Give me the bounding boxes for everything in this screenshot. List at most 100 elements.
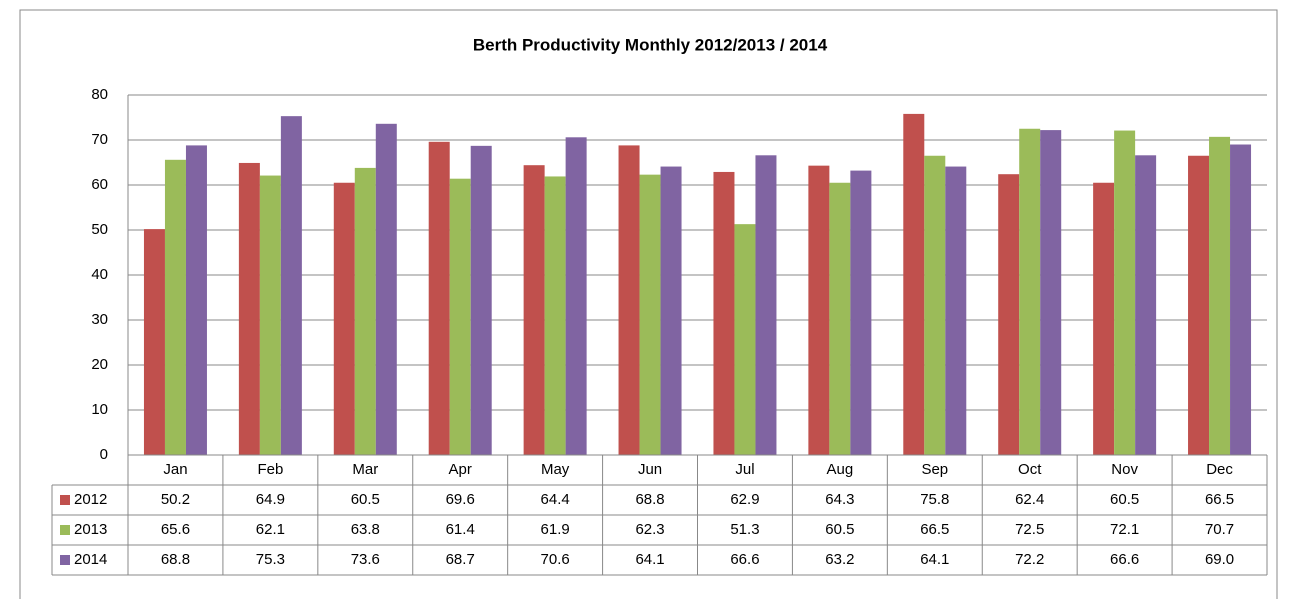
table-cell: 64.1 [920, 551, 949, 568]
x-tick-label: Dec [1206, 461, 1233, 478]
table-cell: 62.1 [256, 521, 285, 538]
table-cell: 60.5 [825, 521, 854, 538]
bar [1019, 128, 1041, 455]
table-cell: 64.4 [541, 491, 570, 508]
table-cell: 64.1 [635, 551, 664, 568]
legend-label: 2012 [74, 491, 107, 508]
table-cell: 75.8 [920, 491, 949, 508]
bar [755, 155, 777, 456]
bar [639, 174, 661, 455]
bar [1188, 155, 1210, 455]
table-cell: 69.0 [1205, 551, 1234, 568]
x-tick-label: Jun [638, 461, 662, 478]
x-tick-label: Nov [1111, 461, 1138, 478]
bar [808, 165, 830, 455]
bar [449, 178, 471, 455]
bar [1093, 182, 1115, 455]
bar [470, 145, 492, 455]
table-cell: 60.5 [1110, 491, 1139, 508]
bar [259, 175, 281, 456]
bar [238, 162, 260, 455]
table-cell: 62.3 [635, 521, 664, 538]
legend-key [60, 495, 70, 505]
bar [1209, 136, 1231, 455]
y-tick-label: 40 [91, 266, 108, 283]
table-cell: 66.5 [920, 521, 949, 538]
table-cell: 50.2 [161, 491, 190, 508]
table-cell: 60.5 [351, 491, 380, 508]
y-tick-label: 10 [91, 401, 108, 418]
table-cell: 61.4 [446, 521, 475, 538]
bar [164, 159, 186, 456]
x-tick-label: Mar [352, 461, 378, 478]
y-tick-label: 70 [91, 131, 108, 148]
table-cell: 70.6 [541, 551, 570, 568]
bar [829, 182, 851, 455]
bar [280, 116, 302, 456]
bar [1230, 144, 1252, 455]
bar [1040, 130, 1062, 455]
x-tick-label: Apr [449, 461, 472, 478]
bar [945, 166, 967, 456]
bar [924, 155, 946, 455]
table-cell: 72.2 [1015, 551, 1044, 568]
y-tick-label: 20 [91, 356, 108, 373]
legend-label: 2014 [74, 551, 107, 568]
table-cell: 65.6 [161, 521, 190, 538]
x-tick-label: Sep [921, 461, 948, 478]
legend-key [60, 525, 70, 535]
table-cell: 64.3 [825, 491, 854, 508]
table-cell: 72.5 [1015, 521, 1044, 538]
bar [185, 145, 207, 455]
bar [713, 171, 735, 455]
legend-label: 2013 [74, 521, 107, 538]
y-tick-label: 0 [100, 446, 108, 463]
bar [903, 113, 925, 456]
bar [143, 229, 165, 455]
table-cell: 66.5 [1205, 491, 1234, 508]
bar [850, 170, 872, 455]
y-tick-label: 30 [91, 311, 108, 328]
table-cell: 63.8 [351, 521, 380, 538]
bar [354, 167, 376, 455]
x-tick-label: May [541, 461, 570, 478]
x-tick-label: Oct [1018, 461, 1042, 478]
bar [998, 174, 1020, 455]
bar [660, 166, 682, 456]
x-tick-label: Jul [735, 461, 754, 478]
bar [565, 137, 587, 456]
y-tick-label: 80 [91, 86, 108, 103]
y-tick-label: 60 [91, 176, 108, 193]
table-cell: 63.2 [825, 551, 854, 568]
table-cell: 66.6 [1110, 551, 1139, 568]
table-cell: 73.6 [351, 551, 380, 568]
table-cell: 72.1 [1110, 521, 1139, 538]
bar [1135, 155, 1157, 456]
x-tick-label: Jan [163, 461, 187, 478]
table-cell: 69.6 [446, 491, 475, 508]
bar [523, 165, 545, 455]
table-cell: 68.7 [446, 551, 475, 568]
table-cell: 61.9 [541, 521, 570, 538]
bar [1114, 130, 1136, 456]
table-cell: 66.6 [730, 551, 759, 568]
legend-key [60, 555, 70, 565]
bar [428, 141, 450, 456]
bar [333, 182, 355, 455]
bar [734, 224, 756, 455]
chart-title: Berth Productivity Monthly 2012/2013 / 2… [473, 35, 828, 54]
table-cell: 51.3 [730, 521, 759, 538]
table-cell: 62.4 [1015, 491, 1044, 508]
bar [544, 176, 566, 455]
y-tick-label: 50 [91, 221, 108, 238]
x-tick-label: Aug [827, 461, 854, 478]
x-tick-label: Feb [257, 461, 283, 478]
table-cell: 62.9 [730, 491, 759, 508]
table-cell: 70.7 [1205, 521, 1234, 538]
bar [618, 145, 640, 455]
table-cell: 68.8 [161, 551, 190, 568]
bar [375, 123, 397, 456]
table-cell: 68.8 [635, 491, 664, 508]
table-cell: 75.3 [256, 551, 285, 568]
